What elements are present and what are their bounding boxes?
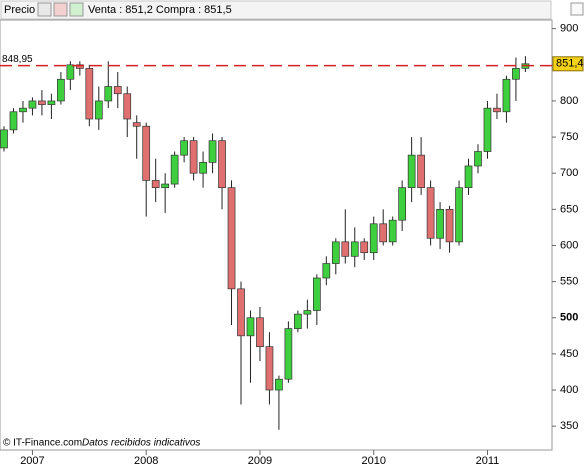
candle-body <box>388 219 397 243</box>
candle-body <box>474 151 482 167</box>
candle-body <box>132 122 141 127</box>
candle-body <box>75 64 84 69</box>
candle-body <box>38 100 46 105</box>
tool-button[interactable] <box>53 2 68 17</box>
last-price-box <box>552 56 584 72</box>
candle-body <box>445 208 454 243</box>
x-tick-label: 2008 <box>134 455 158 467</box>
candle-body <box>94 100 103 120</box>
candle-body <box>199 162 207 174</box>
y-tick-label: 650 <box>560 203 578 215</box>
tool-button[interactable] <box>69 2 84 17</box>
candle-body <box>123 93 132 120</box>
y-tick-label: 400 <box>560 384 578 396</box>
candle-body <box>66 64 75 80</box>
y-tick-label: 900 <box>560 23 578 35</box>
candle-body <box>28 100 37 109</box>
candle-body <box>464 165 473 189</box>
source: © IT-Finance.com <box>3 438 82 449</box>
candle-body <box>256 317 264 348</box>
candle-body <box>369 223 378 254</box>
candle-body <box>379 223 388 243</box>
y-tick-label: 600 <box>560 239 578 251</box>
candle-body <box>85 68 94 120</box>
candle-body <box>237 288 245 337</box>
y-tick-label: 750 <box>560 131 578 143</box>
candle-body <box>218 140 226 189</box>
candle-body <box>341 241 350 257</box>
candle-body <box>246 317 255 337</box>
candle-body <box>275 378 283 391</box>
candle-body <box>512 68 520 80</box>
candle-body <box>436 208 444 239</box>
x-tick-label: 2009 <box>248 455 272 467</box>
candle-body <box>483 107 492 152</box>
x-tick-label: 2011 <box>476 455 500 467</box>
candle-body <box>0 129 8 149</box>
candle-body <box>312 277 321 311</box>
candle-body <box>161 183 170 189</box>
candle-body <box>407 154 416 189</box>
candle-body <box>113 86 122 95</box>
y-tick-label: 350 <box>560 420 578 432</box>
candle-body <box>170 154 179 185</box>
candle-body <box>57 78 65 102</box>
footer-note: Datos recibidos indicativos <box>82 438 200 449</box>
candle-body <box>398 187 407 221</box>
candle-body <box>294 313 302 329</box>
y-tick-label: 550 <box>560 276 578 288</box>
quote: Venta : 851,2 Compra : 851,5 <box>88 4 232 16</box>
candle-body <box>360 241 369 254</box>
candle-body <box>208 140 217 163</box>
x-tick-label: 2007 <box>20 455 44 467</box>
series-label: Precio <box>4 4 35 16</box>
candle-body <box>455 187 463 243</box>
candle-body <box>284 328 293 380</box>
candle-body <box>142 125 151 181</box>
candle-body <box>493 107 501 113</box>
candle-body <box>417 154 425 189</box>
candle-body <box>9 111 18 131</box>
last-price-label: 851,4 <box>556 58 584 70</box>
expand-button[interactable] <box>570 2 584 16</box>
tool-button[interactable] <box>37 2 52 17</box>
x-tick-label: 2010 <box>361 455 385 467</box>
y-tick-label: 800 <box>560 95 578 107</box>
candle-body <box>322 263 331 279</box>
candle-body <box>303 310 312 315</box>
y-tick-label: 700 <box>560 167 578 179</box>
candle-body <box>331 241 340 264</box>
candle-body <box>426 187 435 239</box>
y-tick-label: 450 <box>560 348 578 360</box>
candle-body <box>104 86 113 102</box>
candle-body <box>151 180 160 189</box>
candle-body <box>502 78 511 113</box>
candle-body <box>265 346 274 391</box>
y-tick-label: 500 <box>560 312 578 324</box>
candle-body <box>19 107 27 113</box>
candle-body <box>227 187 236 290</box>
toolbar <box>0 0 552 20</box>
candle-body <box>47 100 56 105</box>
reference-label: 848,95 <box>2 54 33 65</box>
candle-body <box>189 140 198 174</box>
candle-body <box>350 241 359 257</box>
candle-body <box>180 140 188 156</box>
